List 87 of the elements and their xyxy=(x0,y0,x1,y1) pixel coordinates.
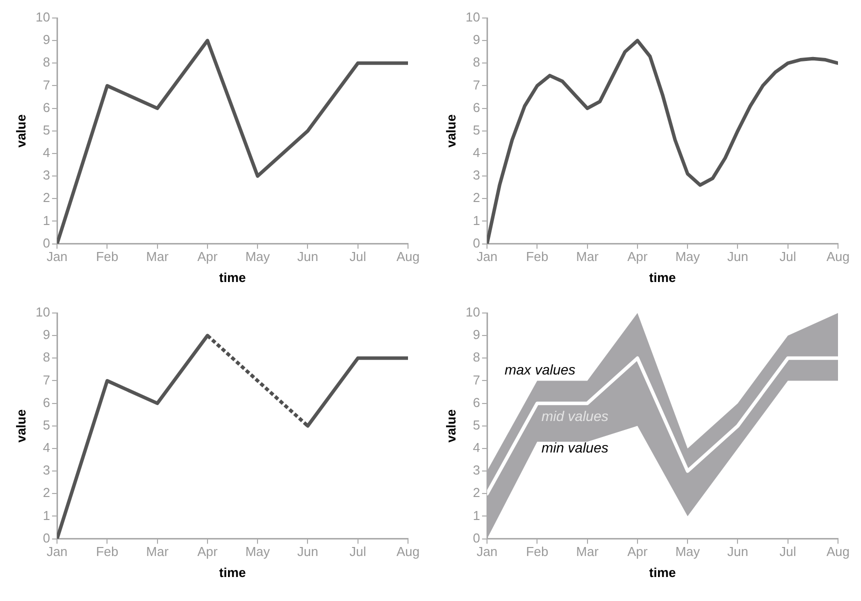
x-tick-label: Jan xyxy=(476,544,498,560)
y-tick-label: 6 xyxy=(472,100,480,115)
annotation: max values xyxy=(504,361,576,378)
x-tick-label: Jun xyxy=(297,249,318,264)
y-tick-label: 6 xyxy=(42,394,50,410)
y-tick-label: 2 xyxy=(42,190,50,206)
x-tick-label: May xyxy=(245,249,270,264)
x-tick-label: Aug xyxy=(396,249,420,264)
y-tick-label: 2 xyxy=(472,485,480,500)
x-tick-label: Jul xyxy=(350,544,366,560)
x-axis-title: time xyxy=(649,270,676,285)
y-tick-label: 8 xyxy=(472,350,480,365)
y-tick-label: 1 xyxy=(42,508,50,523)
y-tick-label: 4 xyxy=(472,145,480,160)
y-tick-label: 0 xyxy=(472,530,480,546)
y-tick-label: 9 xyxy=(472,32,480,48)
x-tick-label: Mar xyxy=(576,249,600,264)
x-tick-label: May xyxy=(675,544,700,560)
y-tick-label: 4 xyxy=(42,440,50,456)
y-tick-label: 7 xyxy=(472,372,480,388)
y-tick-label: 8 xyxy=(472,54,480,70)
x-tick-label: Jun xyxy=(727,249,748,264)
y-axis-title: value xyxy=(13,409,28,443)
y-tick-label: 4 xyxy=(472,440,480,456)
y-tick-label: 1 xyxy=(42,212,50,228)
y-tick-label: 10 xyxy=(36,10,50,25)
y-tick-label: 0 xyxy=(472,235,480,250)
x-tick-label: Apr xyxy=(627,249,648,264)
y-tick-label: 4 xyxy=(42,145,50,160)
x-tick-label: Aug xyxy=(826,249,850,264)
x-tick-label: Aug xyxy=(396,544,420,560)
x-tick-label: Apr xyxy=(197,544,218,560)
x-tick-label: Feb xyxy=(526,249,548,264)
x-tick-label: Apr xyxy=(197,249,218,264)
x-tick-label: Apr xyxy=(627,544,648,560)
y-tick-label: 6 xyxy=(42,100,50,115)
y-tick-label: 8 xyxy=(42,54,50,70)
y-tick-label: 1 xyxy=(472,212,480,228)
x-tick-label: Jul xyxy=(350,249,366,264)
y-tick-label: 2 xyxy=(472,190,480,206)
x-tick-label: Feb xyxy=(96,544,118,560)
x-axis-title: time xyxy=(219,270,246,285)
y-axis-title: value xyxy=(443,409,458,443)
y-tick-label: 3 xyxy=(472,168,480,183)
x-tick-label: Jun xyxy=(727,544,748,560)
x-tick-label: Mar xyxy=(576,544,600,560)
y-axis-title: value xyxy=(443,114,458,148)
y-tick-label: 8 xyxy=(42,350,50,365)
x-tick-label: May xyxy=(245,544,270,560)
y-tick-label: 7 xyxy=(472,77,480,92)
x-tick-label: Mar xyxy=(146,544,170,560)
x-tick-label: Jul xyxy=(780,544,796,560)
x-tick-label: Jan xyxy=(476,249,498,264)
y-tick-label: 2 xyxy=(42,485,50,500)
y-tick-label: 10 xyxy=(466,10,480,25)
y-axis-title: value xyxy=(13,114,28,148)
x-axis-title: time xyxy=(219,564,246,580)
x-axis-title: time xyxy=(649,564,676,580)
y-tick-label: 5 xyxy=(472,417,480,432)
x-tick-label: Jun xyxy=(297,544,318,560)
y-tick-label: 5 xyxy=(42,417,50,432)
y-tick-label: 9 xyxy=(472,327,480,342)
y-tick-label: 9 xyxy=(42,327,50,342)
y-tick-label: 6 xyxy=(472,394,480,410)
y-tick-label: 9 xyxy=(42,32,50,48)
y-tick-label: 3 xyxy=(42,168,50,183)
annotation: min values xyxy=(541,439,608,456)
y-tick-label: 5 xyxy=(472,122,480,138)
y-tick-label: 5 xyxy=(42,122,50,138)
annotation: mid values xyxy=(541,408,608,424)
x-tick-label: Jan xyxy=(46,249,68,264)
y-tick-label: 7 xyxy=(42,77,50,92)
x-tick-label: Feb xyxy=(526,544,548,560)
y-tick-label: 3 xyxy=(42,462,50,478)
x-tick-label: May xyxy=(675,249,700,264)
x-tick-label: Aug xyxy=(826,544,850,560)
y-tick-label: 0 xyxy=(42,530,50,546)
y-tick-label: 3 xyxy=(472,462,480,478)
y-tick-label: 10 xyxy=(36,304,50,320)
y-tick-label: 0 xyxy=(42,235,50,250)
x-tick-label: Jan xyxy=(46,544,68,560)
x-tick-label: Jul xyxy=(780,249,796,264)
y-tick-label: 7 xyxy=(42,372,50,388)
x-tick-label: Feb xyxy=(96,249,118,264)
x-tick-label: Mar xyxy=(146,249,170,264)
y-tick-label: 10 xyxy=(466,304,480,320)
y-tick-label: 1 xyxy=(472,508,480,523)
